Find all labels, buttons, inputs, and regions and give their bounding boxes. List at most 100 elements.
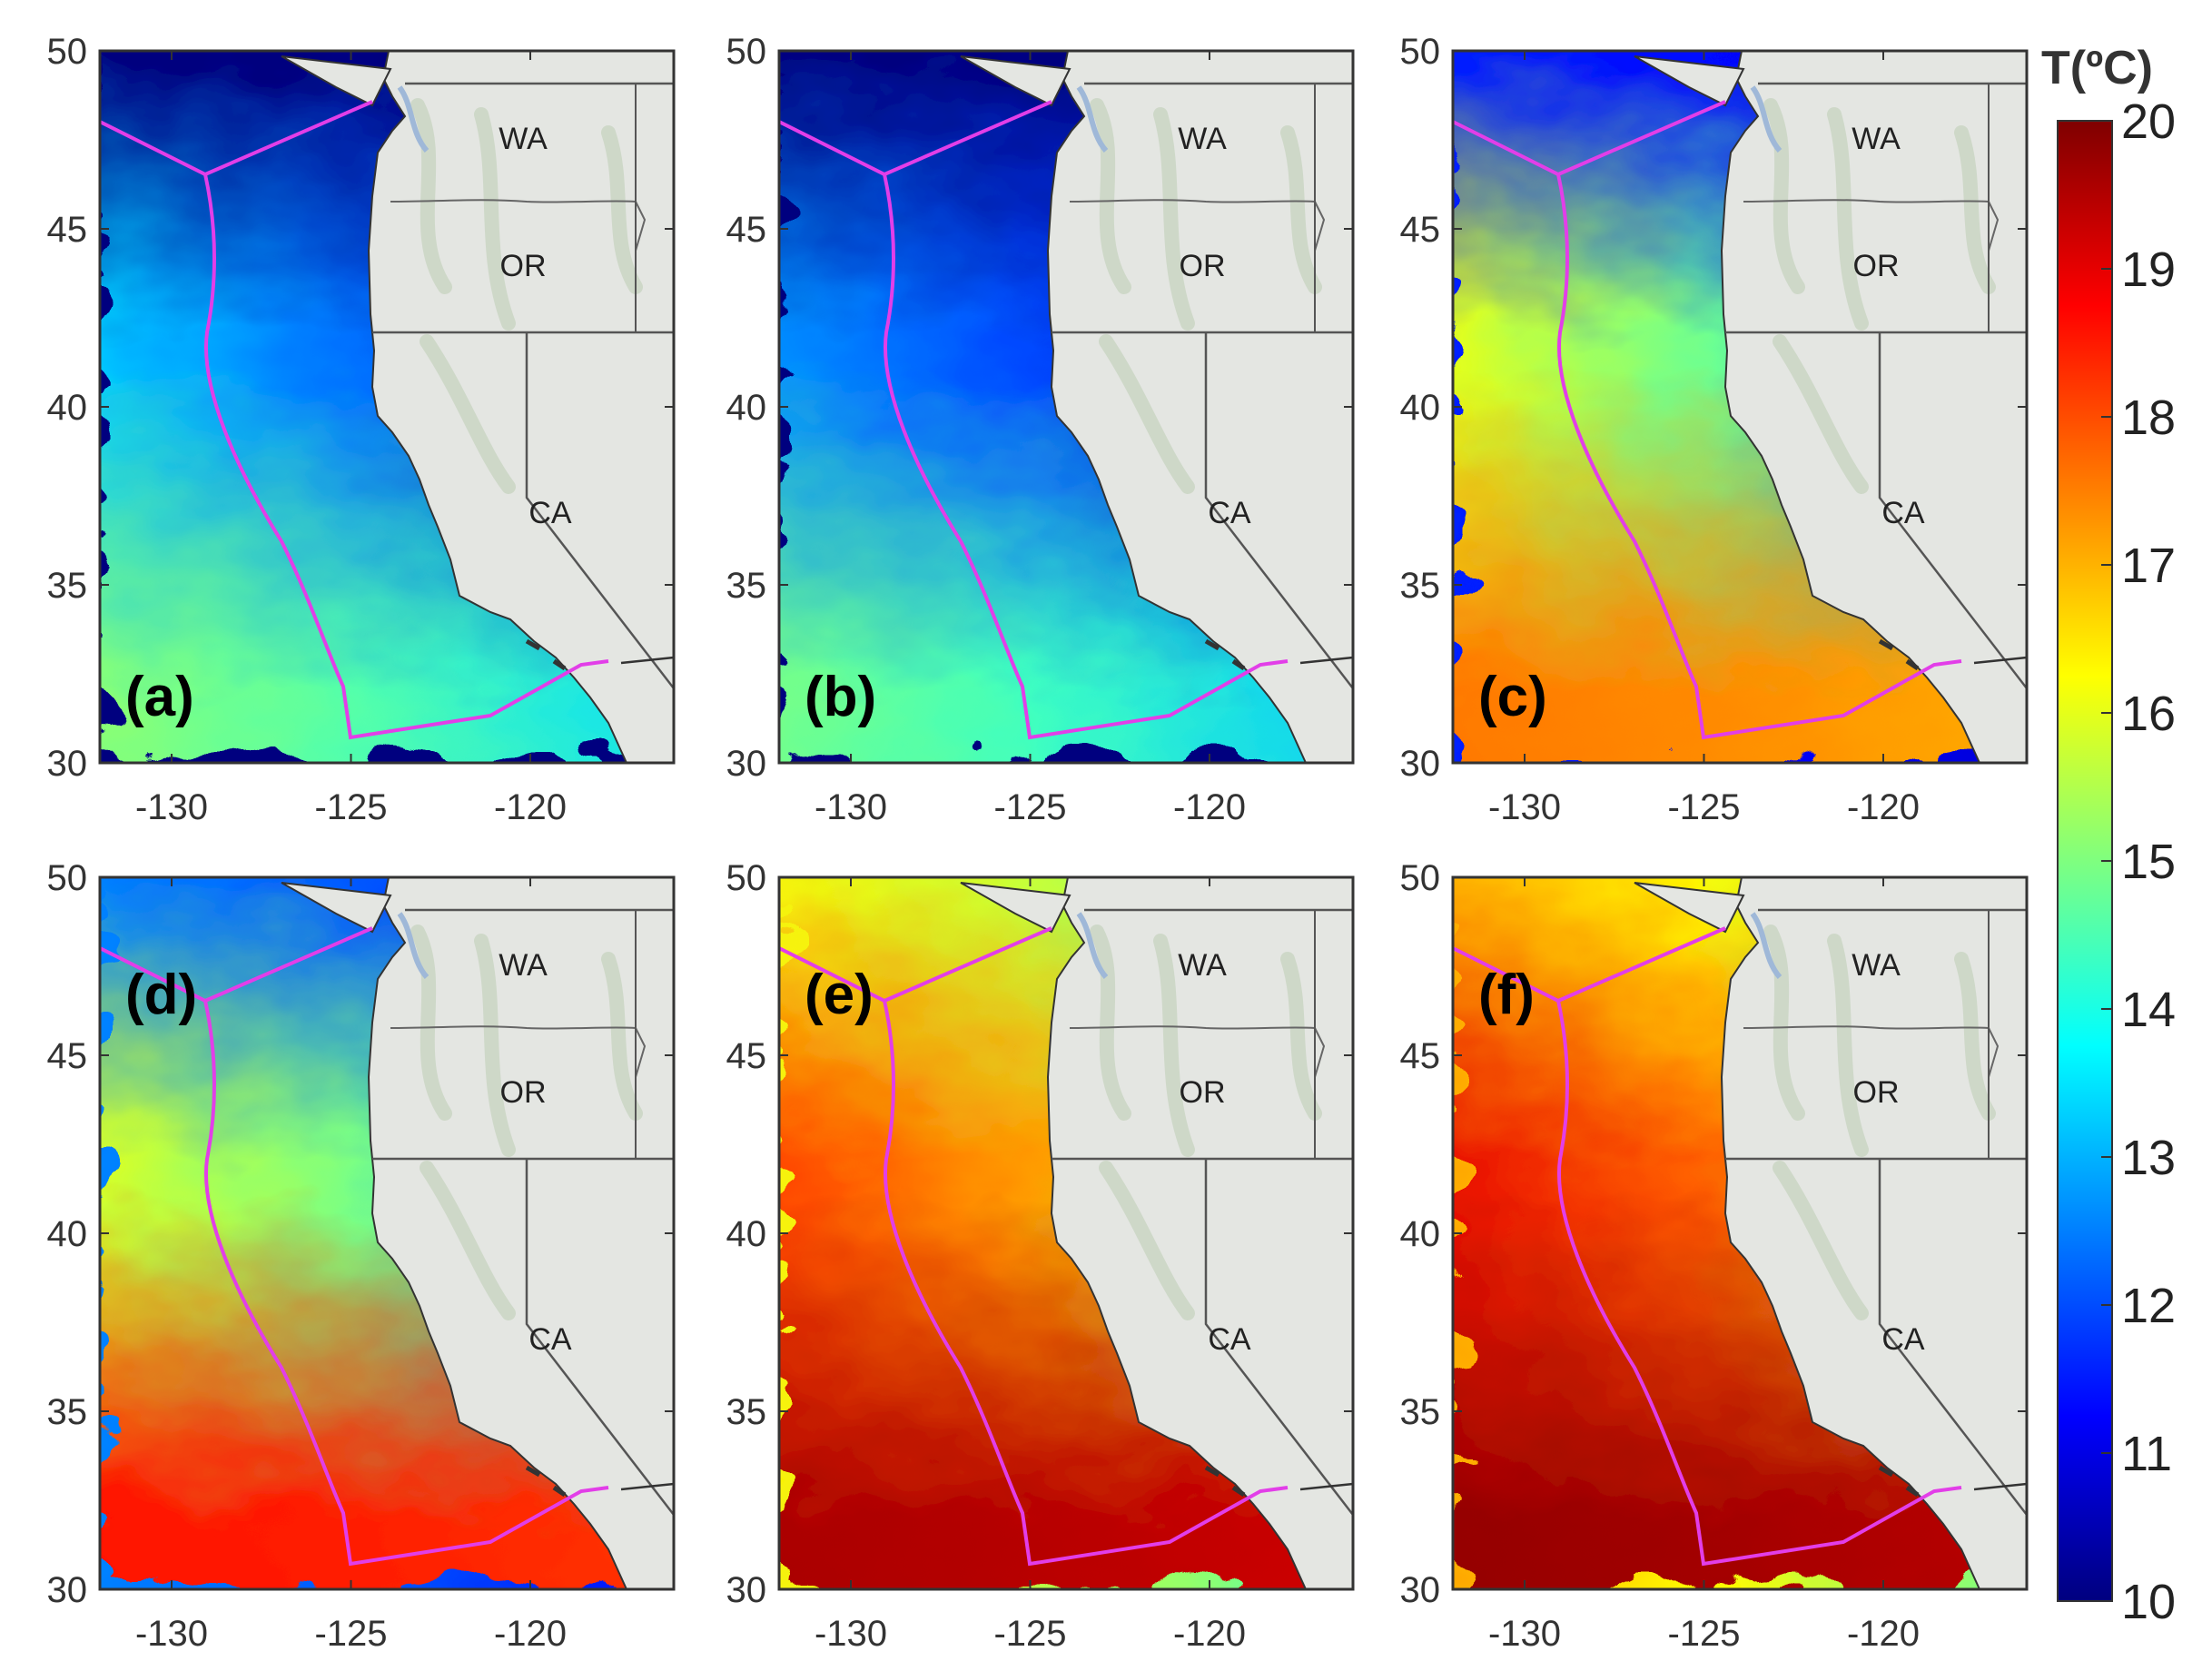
state-borders [1725, 82, 2027, 689]
state-borders [372, 908, 674, 1516]
map-panel-a: 50 45 40 35 30 -130 -125 -120 WA OR CA (a) [47, 32, 676, 827]
lat-tick-label: 45 [1400, 210, 1441, 250]
map-panel-d: 50 45 40 35 30 -130 -125 -120 WA OR CA (d) [47, 858, 676, 1654]
state-label-ca: CA [1881, 496, 1925, 530]
lat-tick-label: 40 [47, 1214, 88, 1254]
state-label-ca: CA [528, 1322, 572, 1357]
panel-label: (d) [125, 964, 197, 1026]
lat-tick-label: 35 [726, 566, 767, 606]
lon-tick-label: -130 [135, 1614, 208, 1654]
lon-tick-label: -120 [494, 1614, 567, 1654]
colorbar-ticks: 10 11 12 13 14 15 16 17 18 19 20 [2101, 94, 2176, 1629]
map-panel-f: 50 45 40 35 30 -130 -125 -120 WA OR CA (f) [1400, 858, 2029, 1654]
lat-tick-label: 40 [1400, 1214, 1441, 1254]
lat-tick-label: 40 [1400, 388, 1441, 428]
state-borders [372, 82, 674, 689]
state-label-wa: WA [1852, 122, 1901, 156]
land [281, 51, 674, 763]
lon-tick-label: -125 [314, 1614, 387, 1654]
state-label-ca: CA [1881, 1322, 1925, 1357]
colorbar: T(ºC) 10 11 12 13 14 15 16 17 18 19 20 [2041, 42, 2176, 1629]
lat-tick-label: 45 [726, 1036, 767, 1076]
panel-label: (a) [125, 666, 194, 728]
panel-label: (e) [805, 964, 874, 1026]
lon-tick-label: -130 [815, 1614, 887, 1654]
lat-tick-label: 35 [1400, 566, 1441, 606]
land [960, 51, 1353, 763]
land [1634, 877, 2027, 1589]
colorbar-tick-label: 10 [2121, 1575, 2176, 1629]
colorbar-tick-label: 18 [2121, 391, 2176, 445]
lat-tick-label: 35 [47, 1392, 88, 1432]
lat-tick-label: 30 [47, 1570, 88, 1610]
lat-tick-label: 45 [1400, 1036, 1441, 1076]
lat-tick-label: 35 [726, 1392, 767, 1432]
state-label-wa: WA [499, 948, 548, 983]
lon-tick-label: -120 [1173, 1614, 1246, 1654]
lat-tick-label: 30 [47, 744, 88, 784]
colorbar-tick-label: 20 [2121, 94, 2176, 149]
lon-tick-label: -130 [1488, 1614, 1561, 1654]
lat-tick-label: 50 [47, 858, 88, 898]
lat-tick-label: 50 [47, 32, 88, 72]
lat-tick-label: 40 [726, 388, 767, 428]
state-label-or: OR [500, 1075, 547, 1110]
lat-tick-label: 50 [726, 32, 767, 72]
lat-tick-label: 35 [1400, 1392, 1441, 1432]
lon-tick-label: -125 [993, 1614, 1066, 1654]
boundary-line [1453, 926, 1962, 1567]
state-label-or: OR [1853, 1075, 1900, 1110]
colorbar-tick-label: 17 [2121, 539, 2176, 593]
colorbar-tick-label: 12 [2121, 1279, 2176, 1333]
lon-tick-label: -120 [494, 787, 567, 827]
lon-tick-label: -125 [993, 787, 1066, 827]
colorbar-title: T(ºC) [2041, 42, 2153, 94]
state-label-or: OR [500, 249, 547, 283]
lon-tick-label: -130 [1488, 787, 1561, 827]
lat-tick-label: 50 [1400, 858, 1441, 898]
colorbar-tick-label: 11 [2121, 1427, 2172, 1481]
colorbar-tick-label: 16 [2121, 687, 2176, 741]
state-label-or: OR [1180, 1075, 1226, 1110]
map-panel-b: 50 45 40 35 30 -130 -125 -120 WA OR CA (b) [726, 32, 1355, 827]
boundary-line [1453, 100, 1962, 740]
land [1634, 51, 2027, 763]
lon-tick-label: -120 [1847, 787, 1920, 827]
land [281, 877, 674, 1589]
lon-tick-label: -130 [135, 787, 208, 827]
colorbar-tick-label: 13 [2121, 1131, 2176, 1185]
map-panels: 50 45 40 35 30 -130 -125 -120 WA OR CA (a) 50 45 40 35 3… [47, 32, 2029, 1654]
land [960, 877, 1353, 1589]
lat-tick-label: 30 [726, 744, 767, 784]
lon-tick-label: -120 [1847, 1614, 1920, 1654]
state-label-wa: WA [1178, 122, 1227, 156]
lat-tick-label: 45 [47, 210, 88, 250]
state-label-ca: CA [528, 496, 572, 530]
state-label-ca: CA [1208, 496, 1251, 530]
state-borders [1052, 82, 1353, 689]
panel-label: (f) [1478, 964, 1535, 1026]
lat-tick-label: 30 [1400, 1570, 1441, 1610]
lat-tick-label: 30 [1400, 744, 1441, 784]
boundary-line [779, 926, 1289, 1567]
state-label-or: OR [1853, 249, 1900, 283]
state-label-wa: WA [499, 122, 548, 156]
panel-label: (c) [1478, 666, 1547, 728]
colorbar-tick-label: 19 [2121, 242, 2176, 297]
state-borders [1052, 908, 1353, 1516]
lat-tick-label: 30 [726, 1570, 767, 1610]
lat-tick-label: 40 [47, 388, 88, 428]
boundary-line [100, 100, 609, 740]
lon-tick-label: -120 [1173, 787, 1246, 827]
state-label-ca: CA [1208, 1322, 1251, 1357]
state-label-wa: WA [1178, 948, 1227, 983]
colorbar-tick-label: 15 [2121, 835, 2176, 889]
map-panel-c: 50 45 40 35 30 -130 -125 -120 WA OR CA (c) [1400, 32, 2029, 827]
lon-tick-label: -125 [1667, 1614, 1740, 1654]
map-panel-e: 50 45 40 35 30 -130 -125 -120 WA OR CA (e) [726, 858, 1355, 1654]
lon-tick-label: -130 [815, 787, 887, 827]
lat-tick-label: 35 [47, 566, 88, 606]
lat-tick-label: 45 [726, 210, 767, 250]
colorbar-tick-label: 14 [2121, 983, 2176, 1037]
